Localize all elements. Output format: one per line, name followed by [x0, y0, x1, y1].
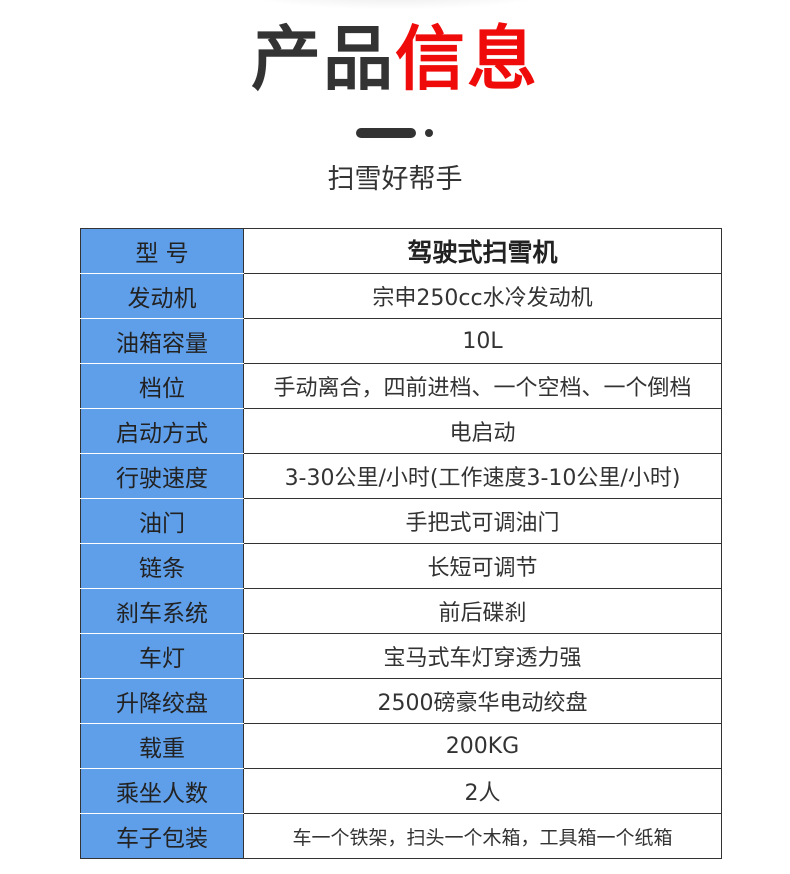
spec-label: 型 号 [80, 228, 244, 274]
spec-label: 档位 [80, 363, 244, 409]
spec-value: 驾驶式扫雪机 [243, 228, 722, 274]
page-title: 产品信息 [0, 14, 790, 104]
divider-dot [425, 129, 433, 137]
spec-label: 链条 [80, 543, 244, 589]
spec-value: 宝马式车灯穿透力强 [243, 633, 722, 679]
spec-label: 油门 [80, 498, 244, 544]
table-row: 发动机 宗申250cc水冷发动机 [80, 273, 722, 319]
table-row: 油箱容量 10L [80, 318, 722, 364]
table-row: 乘坐人数 2人 [80, 768, 722, 814]
table-row: 刹车系统 前后碟刹 [80, 588, 722, 634]
title-part-red: 信息 [395, 18, 539, 100]
spec-label: 乘坐人数 [80, 768, 244, 814]
subtitle: 扫雪好帮手 [327, 164, 463, 195]
table-row: 型 号驾驶式扫雪机 [80, 228, 722, 274]
top-shadow-decoration [230, 0, 560, 10]
table-row: 启动方式 电启动 [80, 408, 722, 454]
spec-label: 行驶速度 [80, 453, 244, 499]
spec-value: 10L [243, 318, 722, 364]
table-row: 车灯 宝马式车灯穿透力强 [80, 633, 722, 679]
table-row: 载重 200KG [80, 723, 722, 769]
spec-value: 手把式可调油门 [243, 498, 722, 544]
table-row: 行驶速度 3-30公里/小时(工作速度3-10公里/小时) [80, 453, 722, 499]
table-row: 升降绞盘 2500磅豪华电动绞盘 [80, 678, 722, 724]
spec-table: 型 号驾驶式扫雪机 发动机 宗申250cc水冷发动机 油箱容量 10L 档位 手动离合，四前… [80, 228, 722, 859]
spec-label: 油箱容量 [80, 318, 244, 364]
table-row: 油门 手把式可调油门 [80, 498, 722, 544]
table-row: 链条 长短可调节 [80, 543, 722, 589]
spec-value: 电启动 [243, 408, 722, 454]
spec-value: 前后碟刹 [243, 588, 722, 634]
spec-value: 长短可调节 [243, 543, 722, 589]
spec-label: 载重 [80, 723, 244, 769]
table-row: 档位 手动离合，四前进档、一个空档、一个倒档 [80, 363, 722, 409]
divider-dash [356, 128, 416, 138]
spec-value: 2人 [243, 768, 722, 814]
spec-value: 手动离合，四前进档、一个空档、一个倒档 [243, 363, 722, 409]
spec-value: 宗申250cc水冷发动机 [243, 273, 722, 319]
table-row: 车子包装 车一个铁架，扫头一个木箱，工具箱一个纸箱 [80, 813, 722, 859]
spec-value: 3-30公里/小时(工作速度3-10公里/小时) [243, 453, 722, 499]
spec-value: 车一个铁架，扫头一个木箱，工具箱一个纸箱 [243, 813, 722, 859]
spec-value: 2500磅豪华电动绞盘 [243, 678, 722, 724]
spec-value: 200KG [243, 723, 722, 769]
title-part-dark: 产品 [251, 18, 395, 100]
spec-label: 发动机 [80, 273, 244, 319]
spec-label: 启动方式 [80, 408, 244, 454]
spec-label: 刹车系统 [80, 588, 244, 634]
spec-label: 车灯 [80, 633, 244, 679]
spec-label: 车子包装 [80, 813, 244, 859]
spec-label: 升降绞盘 [80, 678, 244, 724]
